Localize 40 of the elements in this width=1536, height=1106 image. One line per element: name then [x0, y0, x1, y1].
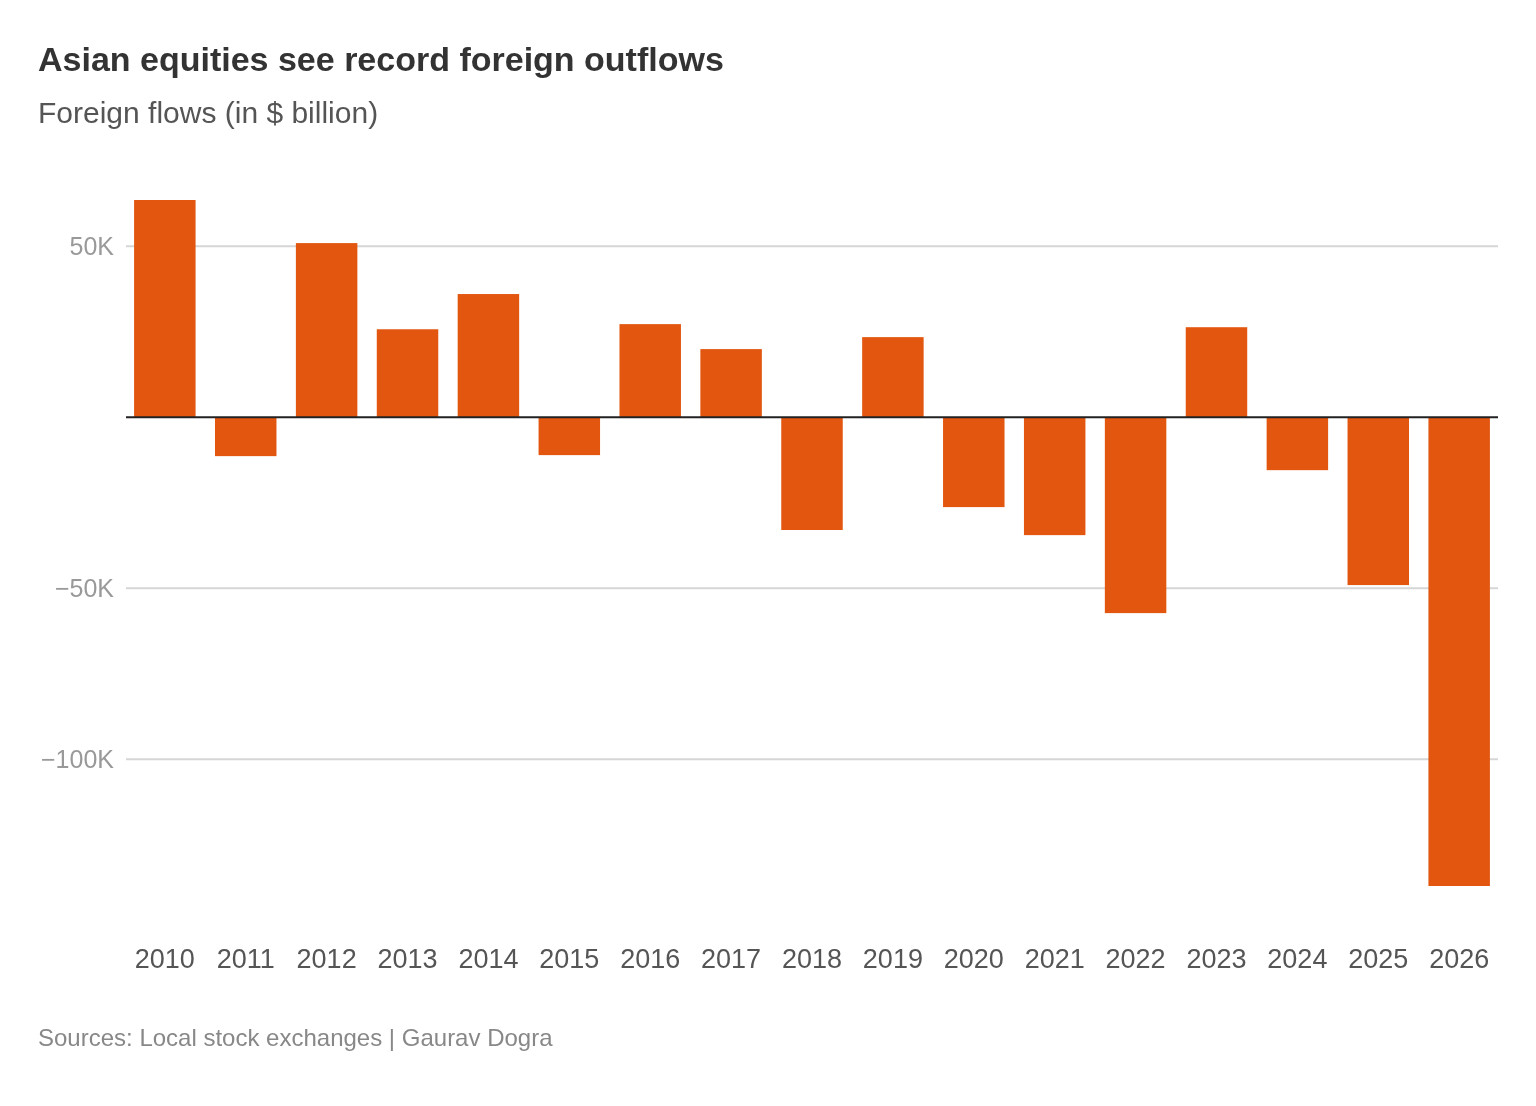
x-tick-label: 2017 — [701, 944, 762, 974]
x-tick-label: 2026 — [1429, 944, 1490, 974]
x-tick-label: 2023 — [1186, 944, 1247, 974]
bar — [134, 200, 196, 418]
x-tick-label: 2013 — [377, 944, 438, 974]
y-tick-label: 50K — [69, 231, 115, 260]
bar — [295, 243, 358, 418]
x-tick-label: 2025 — [1348, 944, 1409, 974]
bar — [214, 417, 277, 457]
bar — [1428, 417, 1490, 886]
x-tick-label: 2018 — [781, 944, 843, 974]
chart-subtitle: Foreign flows (in $ billion) — [38, 96, 379, 129]
x-tick-label: 2021 — [1024, 944, 1085, 974]
x-tick-label: 2015 — [539, 944, 600, 974]
bar — [457, 294, 520, 418]
x-tick-label: 2011 — [216, 944, 275, 974]
bar — [538, 417, 601, 456]
y-tick-label: −50K — [54, 573, 115, 602]
bar — [1185, 327, 1248, 418]
source-note: Sources: Local stock exchanges | Gaurav Dogra — [38, 1024, 554, 1051]
bar — [781, 417, 843, 531]
x-tick-label: 2019 — [862, 944, 923, 974]
bar — [1266, 417, 1329, 471]
x-tick-label: 2016 — [620, 944, 681, 974]
bar — [862, 337, 924, 418]
x-tick-label: 2022 — [1105, 944, 1166, 974]
x-tick-label: 2024 — [1267, 944, 1328, 974]
x-tick-label: 2012 — [296, 944, 357, 974]
x-tick-label: 2014 — [458, 944, 519, 974]
chart-title: Asian equities see record foreign outflows — [38, 40, 724, 78]
bar — [700, 349, 762, 418]
bar — [1347, 417, 1410, 586]
bar — [1023, 417, 1086, 536]
y-tick-label: −100K — [41, 744, 115, 773]
x-tick-label: 2020 — [943, 944, 1004, 974]
bar — [619, 324, 681, 418]
x-tick-label: 2010 — [134, 944, 195, 974]
bar — [943, 417, 1005, 508]
bar — [376, 329, 439, 418]
bar — [1104, 417, 1167, 614]
